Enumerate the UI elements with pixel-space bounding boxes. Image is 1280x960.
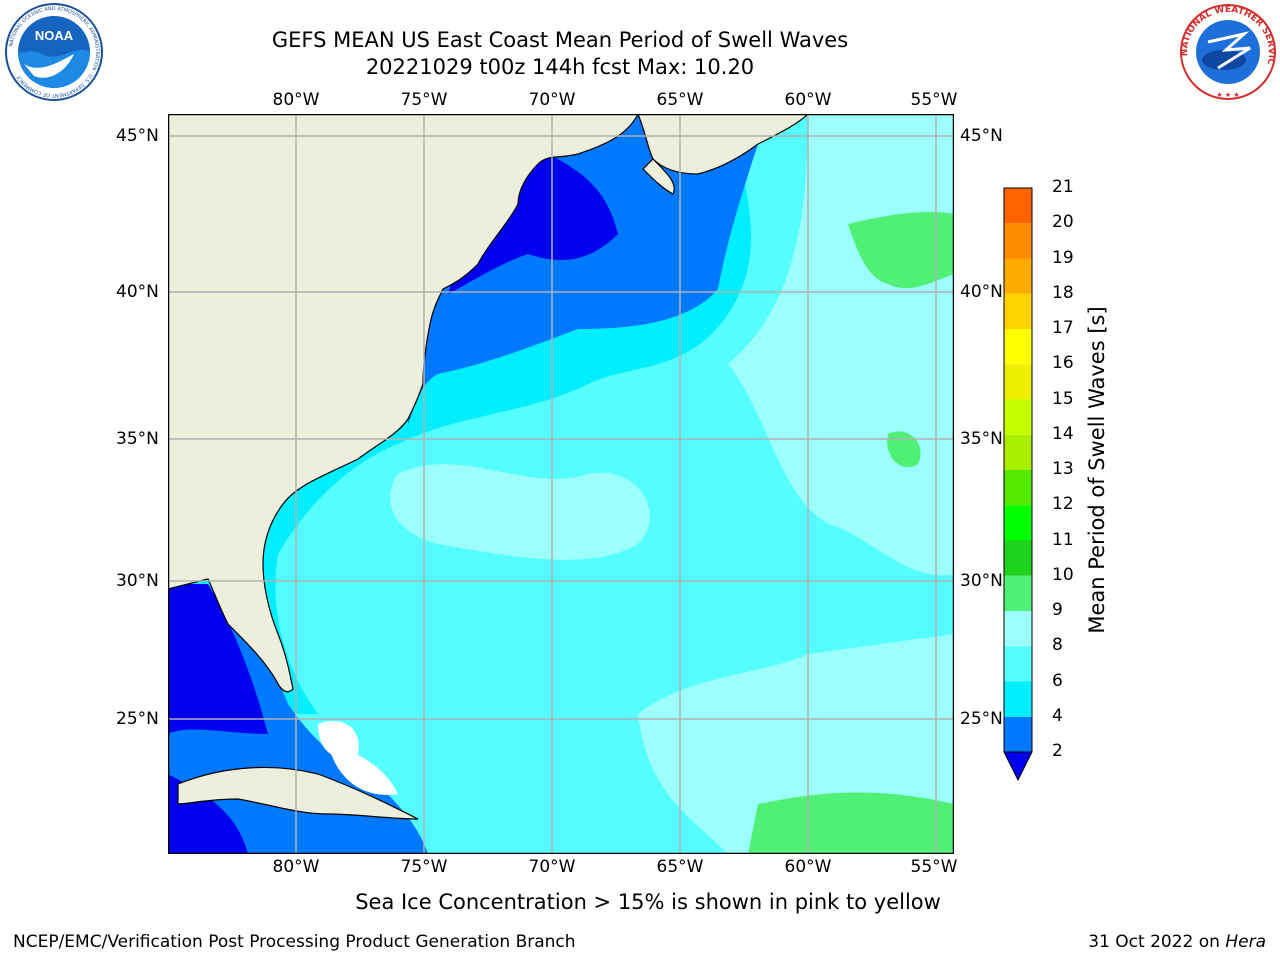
swell-period-map [168, 114, 954, 854]
colorbar-segment [1004, 434, 1032, 470]
svg-text:★ ★ ★: ★ ★ ★ [1216, 91, 1239, 99]
colorbar-tick-label: 16 [1052, 353, 1074, 374]
colorbar-segment [1004, 329, 1032, 365]
colorbar-segments [1004, 188, 1032, 752]
host-text: Hera [1225, 932, 1266, 952]
date-stamp: 31 Oct 2022 on Hera [1088, 932, 1266, 952]
colorbar [1003, 187, 1033, 782]
chart-title: GEFS MEAN US East Coast Mean Period of S… [271, 28, 849, 52]
lon-label-top: 55°W [910, 90, 958, 110]
ocean-field-2s [448, 154, 618, 294]
colorbar-tick-label: 14 [1052, 423, 1074, 444]
colorbar-segment [1004, 188, 1032, 224]
no-data-area [328, 744, 398, 795]
colorbar-tick-label: 13 [1052, 459, 1074, 479]
colorbar-segment [1004, 470, 1032, 506]
lat-label-right: 25°N [960, 709, 1003, 729]
colorbar-segment [1004, 575, 1032, 611]
lon-label-bottom: 75°W [400, 857, 448, 877]
ocean-field-10s [848, 212, 954, 289]
colorbar-tick-label: 9 [1052, 600, 1063, 620]
colorbar-tick-label: 20 [1052, 212, 1074, 233]
lat-label-left: 30°N [116, 571, 159, 591]
lat-label-right: 40°N [960, 282, 1003, 302]
lon-label-bottom: 55°W [910, 857, 958, 877]
lat-label-left: 40°N [116, 282, 159, 302]
lat-label-right: 45°N [960, 126, 1003, 146]
colorbar-tick-label: 19 [1052, 247, 1074, 268]
no-data-area [318, 720, 359, 758]
colorbar-extend-arrow [1003, 751, 1033, 782]
ocean-field-9s [390, 464, 650, 560]
ocean-field-10s [887, 431, 921, 468]
ocean-field-10s [748, 792, 954, 854]
colorbar-segment [1004, 364, 1032, 400]
lat-label-left: 35°N [116, 429, 159, 449]
colorbar-tick-label: 8 [1052, 635, 1063, 656]
ocean-field-2s [168, 584, 268, 774]
lon-label-bottom: 65°W [656, 857, 704, 877]
lon-label-top: 65°W [656, 90, 704, 110]
colorbar-tick-label: 10 [1052, 564, 1074, 585]
colorbar-tick-label: 15 [1052, 388, 1074, 409]
lat-label-right: 35°N [960, 429, 1003, 449]
land-cuba [177, 766, 419, 820]
lon-label-bottom: 80°W [272, 857, 320, 877]
colorbar-segment [1004, 611, 1032, 647]
chart-subtitle: 20221029 t00z 144h fcst Max: 10.20 [365, 55, 755, 79]
colorbar-tick-label: 11 [1052, 529, 1074, 550]
noaa-logo-text: NOAA [35, 28, 74, 43]
graticule [168, 114, 954, 854]
land-nova-scotia [642, 158, 675, 195]
colorbar-tick-label: 4 [1052, 705, 1063, 726]
colorbar-frame [1003, 187, 1033, 753]
colorbar-segment [1004, 505, 1032, 541]
lat-label-left: 45°N [116, 126, 159, 146]
lat-label-left: 25°N [116, 709, 159, 729]
colorbar-segment [1004, 646, 1032, 682]
colorbar-tick-label: 17 [1052, 318, 1074, 338]
noaa-logo-icon: NOAA NATIONAL OCEANIC AND ATMOSPHERIC AD… [5, 3, 103, 101]
colorbar-tick-label: 6 [1052, 670, 1063, 691]
lon-label-top: 70°W [528, 90, 576, 110]
colorbar-segment [1004, 716, 1032, 752]
colorbar-segment [1004, 223, 1032, 259]
colorbar-segment [1004, 293, 1032, 329]
nws-logo-icon: NATIONAL WEATHER SERVICE ★ ★ ★ [1178, 2, 1276, 100]
colorbar-tick-label: 21 [1052, 177, 1074, 197]
credit-text: NCEP/EMC/Verification Post Processing Pr… [13, 932, 576, 952]
land-us [168, 114, 639, 693]
colorbar-segment [1004, 540, 1032, 576]
colorbar-tick-label: 2 [1052, 741, 1063, 761]
colorbar-segment [1004, 681, 1032, 717]
colorbar-tick-label: 18 [1052, 282, 1074, 303]
lon-label-bottom: 60°W [784, 857, 832, 877]
lon-label-top: 60°W [784, 90, 832, 110]
lon-label-top: 75°W [400, 90, 448, 110]
map-frame [168, 114, 954, 854]
colorbar-title: Mean Period of Swell Waves [s] [1085, 306, 1109, 634]
colorbar-segment [1004, 399, 1032, 435]
sea-ice-note: Sea Ice Concentration > 15% is shown in … [355, 890, 941, 914]
date-text: 31 Oct 2022 on [1088, 932, 1220, 952]
lat-label-right: 30°N [960, 571, 1003, 591]
lon-label-top: 80°W [272, 90, 320, 110]
lon-label-bottom: 70°W [528, 857, 576, 877]
colorbar-tick-label: 12 [1052, 494, 1074, 515]
colorbar-segment [1004, 258, 1032, 294]
